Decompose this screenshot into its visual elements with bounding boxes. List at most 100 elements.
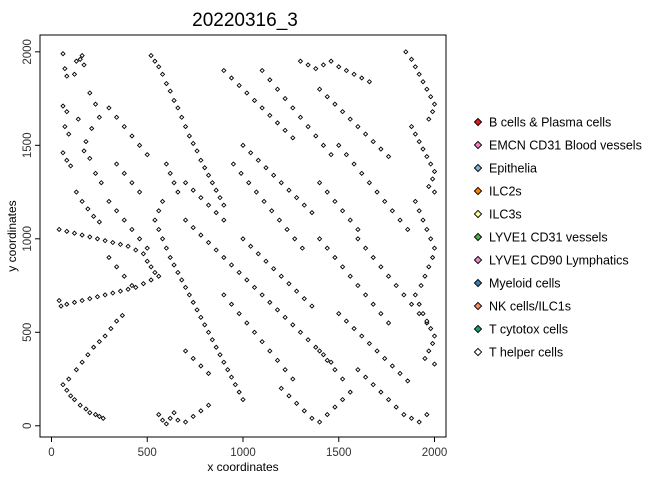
data-point: [167, 88, 173, 94]
data-point: [408, 123, 415, 130]
data-point: [316, 236, 323, 242]
data-point: [73, 367, 80, 373]
data-point: [175, 189, 181, 195]
data-point: [301, 296, 307, 302]
data-point: [213, 344, 219, 350]
data-point: [374, 348, 380, 354]
data-point: [324, 411, 330, 418]
data-point: [274, 120, 281, 126]
data-point: [305, 123, 311, 130]
data-point: [420, 146, 426, 152]
data-point: [336, 142, 342, 148]
data-point: [378, 264, 384, 270]
data-point: [305, 62, 311, 68]
data-point: [429, 176, 436, 182]
data-point: [182, 419, 189, 425]
data-point: [92, 101, 99, 107]
data-point: [129, 282, 135, 289]
data-point: [401, 292, 407, 298]
data-point: [271, 172, 277, 178]
data-point: [230, 161, 237, 167]
data-point: [313, 344, 319, 350]
data-point: [299, 245, 306, 251]
data-point: [64, 301, 70, 307]
data-point: [232, 382, 238, 388]
data-point: [133, 284, 139, 291]
data-point: [429, 109, 436, 115]
data-point: [293, 400, 300, 406]
data-point: [85, 206, 91, 212]
legend-key: [473, 117, 483, 127]
data-point: [420, 310, 426, 317]
data-point: [60, 103, 66, 109]
data-point: [351, 71, 357, 77]
data-point: [397, 370, 403, 377]
data-point: [366, 79, 373, 85]
data-point: [205, 239, 212, 246]
data-point: [347, 217, 353, 223]
data-point: [267, 77, 273, 83]
data-point: [259, 105, 265, 111]
data-point: [359, 170, 365, 176]
data-point: [156, 226, 162, 233]
data-point: [332, 254, 338, 261]
data-point: [259, 339, 265, 345]
data-point: [351, 161, 357, 167]
data-point: [274, 307, 281, 313]
x-tick-label: 1000: [230, 447, 256, 459]
data-point: [251, 329, 258, 335]
data-point: [343, 152, 350, 158]
data-point: [98, 180, 104, 186]
data-point: [68, 163, 74, 169]
data-point: [167, 415, 173, 421]
data-point: [205, 370, 212, 377]
data-point: [374, 189, 380, 195]
data-point: [422, 355, 428, 362]
data-point: [121, 123, 127, 130]
data-point: [263, 258, 269, 264]
legend-key: [473, 255, 483, 265]
legend-label: ILC3s: [489, 208, 522, 222]
data-point: [148, 277, 154, 283]
data-point: [83, 406, 89, 412]
data-point: [156, 411, 162, 418]
data-point: [140, 251, 147, 257]
data-point: [282, 367, 288, 373]
data-point: [347, 116, 353, 122]
data-point: [236, 389, 242, 395]
data-point: [397, 217, 403, 223]
legend-label: Myeloid cells: [489, 277, 561, 291]
y-tick-label: 1000: [22, 226, 34, 252]
data-point: [412, 64, 418, 70]
data-point: [366, 180, 373, 186]
data-point: [248, 243, 254, 249]
data-point: [412, 292, 418, 298]
data-point: [68, 393, 74, 399]
data-point: [332, 198, 338, 205]
legend-key: [473, 163, 483, 173]
data-point: [424, 226, 430, 233]
data-point: [140, 281, 147, 287]
data-point: [62, 66, 68, 72]
data-point: [66, 131, 72, 137]
data-point: [144, 245, 150, 251]
data-point: [428, 161, 434, 167]
data-point: [336, 64, 342, 70]
data-point: [378, 146, 384, 152]
data-point: [73, 58, 80, 64]
data-point: [309, 415, 315, 421]
data-point: [370, 138, 376, 145]
data-point: [355, 226, 361, 233]
data-point: [77, 402, 83, 408]
data-point: [83, 138, 89, 145]
data-point: [144, 152, 150, 158]
data-point: [403, 49, 409, 55]
data-point: [422, 273, 428, 279]
data-point: [198, 157, 204, 163]
data-point: [428, 325, 434, 332]
data-point: [221, 217, 227, 223]
data-point: [186, 292, 193, 298]
data-point: [194, 148, 200, 154]
data-point: [408, 415, 415, 421]
data-point: [60, 382, 66, 388]
